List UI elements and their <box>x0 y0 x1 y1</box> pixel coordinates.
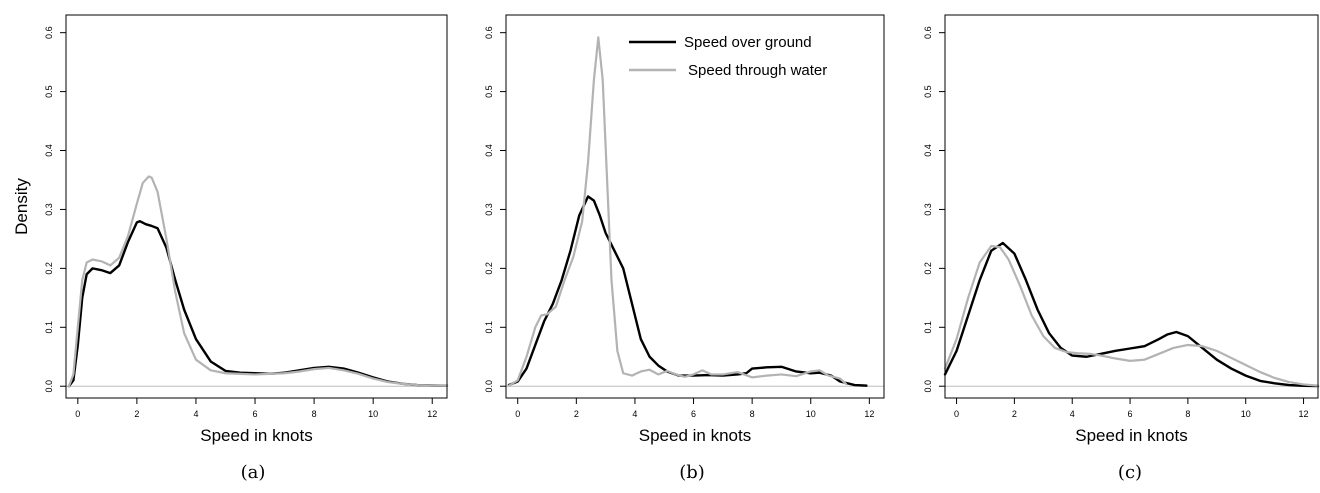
x-tick-label: 2 <box>134 409 139 419</box>
series-line-stw <box>67 175 449 388</box>
panel-c: 0 2 4 6 8 10 12 0.0 0.1 0.2 0.3 0.4 0.5 0.6 Speed in k… <box>923 14 1320 483</box>
x-tick-label: 10 <box>806 409 816 419</box>
y-tick-label: 0.5 <box>484 85 494 98</box>
y-tick-label: 0.0 <box>484 380 494 393</box>
panel-caption: (b) <box>679 462 705 483</box>
x-tick-label: 6 <box>691 409 696 419</box>
y-tick-label: 0.3 <box>923 203 933 216</box>
panel-caption: (c) <box>1118 462 1142 483</box>
y-tick-label: 0.5 <box>44 85 54 98</box>
x-tick-label: 10 <box>1241 409 1251 419</box>
series-line-sog <box>67 220 449 388</box>
plot-frame <box>944 14 1319 399</box>
x-tick-label: 4 <box>632 409 637 419</box>
x-tick-label: 2 <box>1012 409 1017 419</box>
y-tick-label: 0.5 <box>923 85 933 98</box>
x-tick-label: 4 <box>1070 409 1075 419</box>
x-tick-label: 0 <box>75 409 80 419</box>
x-axis-title: Speed in knots <box>1075 426 1187 445</box>
y-tick-label: 0.1 <box>44 321 54 334</box>
legend-label-sog: Speed over ground <box>684 34 812 51</box>
legend: Speed over ground Speed through water <box>629 34 827 79</box>
plot-frame <box>505 14 885 399</box>
y-tick-label: 0.2 <box>923 262 933 275</box>
series-line-stw <box>943 244 1320 387</box>
y-axis-title: Density <box>12 178 31 235</box>
y-tick-label: 0.4 <box>44 144 54 157</box>
y-tick-label: 0.3 <box>484 203 494 216</box>
x-tick-label: 10 <box>368 409 378 419</box>
legend-label-stw: Speed through water <box>688 62 827 79</box>
plot-frame <box>65 14 448 399</box>
panel-caption: (a) <box>241 462 266 483</box>
y-tick-label: 0.1 <box>923 321 933 334</box>
x-tick-label: 8 <box>750 409 755 419</box>
y-tick-label: 0.6 <box>923 26 933 39</box>
y-tick-label: 0.0 <box>923 380 933 393</box>
x-axis-title: Speed in knots <box>639 426 751 445</box>
x-tick-label: 2 <box>574 409 579 419</box>
y-tick-label: 0.2 <box>484 262 494 275</box>
x-tick-label: 0 <box>954 409 959 419</box>
series-line-sog <box>507 195 868 387</box>
y-tick-label: 0.2 <box>44 262 54 275</box>
x-axis-title: Speed in knots <box>200 426 312 445</box>
y-tick-label: 0.0 <box>44 380 54 393</box>
series-line-stw <box>507 36 848 387</box>
x-tick-label: 8 <box>1185 409 1190 419</box>
x-tick-label: 12 <box>427 409 437 419</box>
panel-b: 0 2 4 6 8 10 12 0.0 0.1 0.2 0.3 0.4 0.5 0.6 Speed in k… <box>484 14 885 483</box>
x-tick-label: 4 <box>193 409 198 419</box>
series-line-sog <box>943 241 1320 388</box>
x-tick-label: 12 <box>1299 409 1309 419</box>
x-tick-label: 12 <box>864 409 874 419</box>
x-tick-label: 0 <box>515 409 520 419</box>
y-tick-label: 0.1 <box>484 321 494 334</box>
y-tick-label: 0.6 <box>484 26 494 39</box>
y-tick-label: 0.4 <box>484 144 494 157</box>
x-tick-label: 6 <box>1128 409 1133 419</box>
y-tick-label: 0.4 <box>923 144 933 157</box>
x-tick-label: 8 <box>312 409 317 419</box>
panel-a: 0 2 4 6 8 10 12 0.0 0.1 0.2 0.3 0.4 0.5 0.6 Speed in k… <box>12 14 449 483</box>
x-tick-label: 6 <box>253 409 258 419</box>
y-tick-label: 0.3 <box>44 203 54 216</box>
y-tick-label: 0.6 <box>44 26 54 39</box>
